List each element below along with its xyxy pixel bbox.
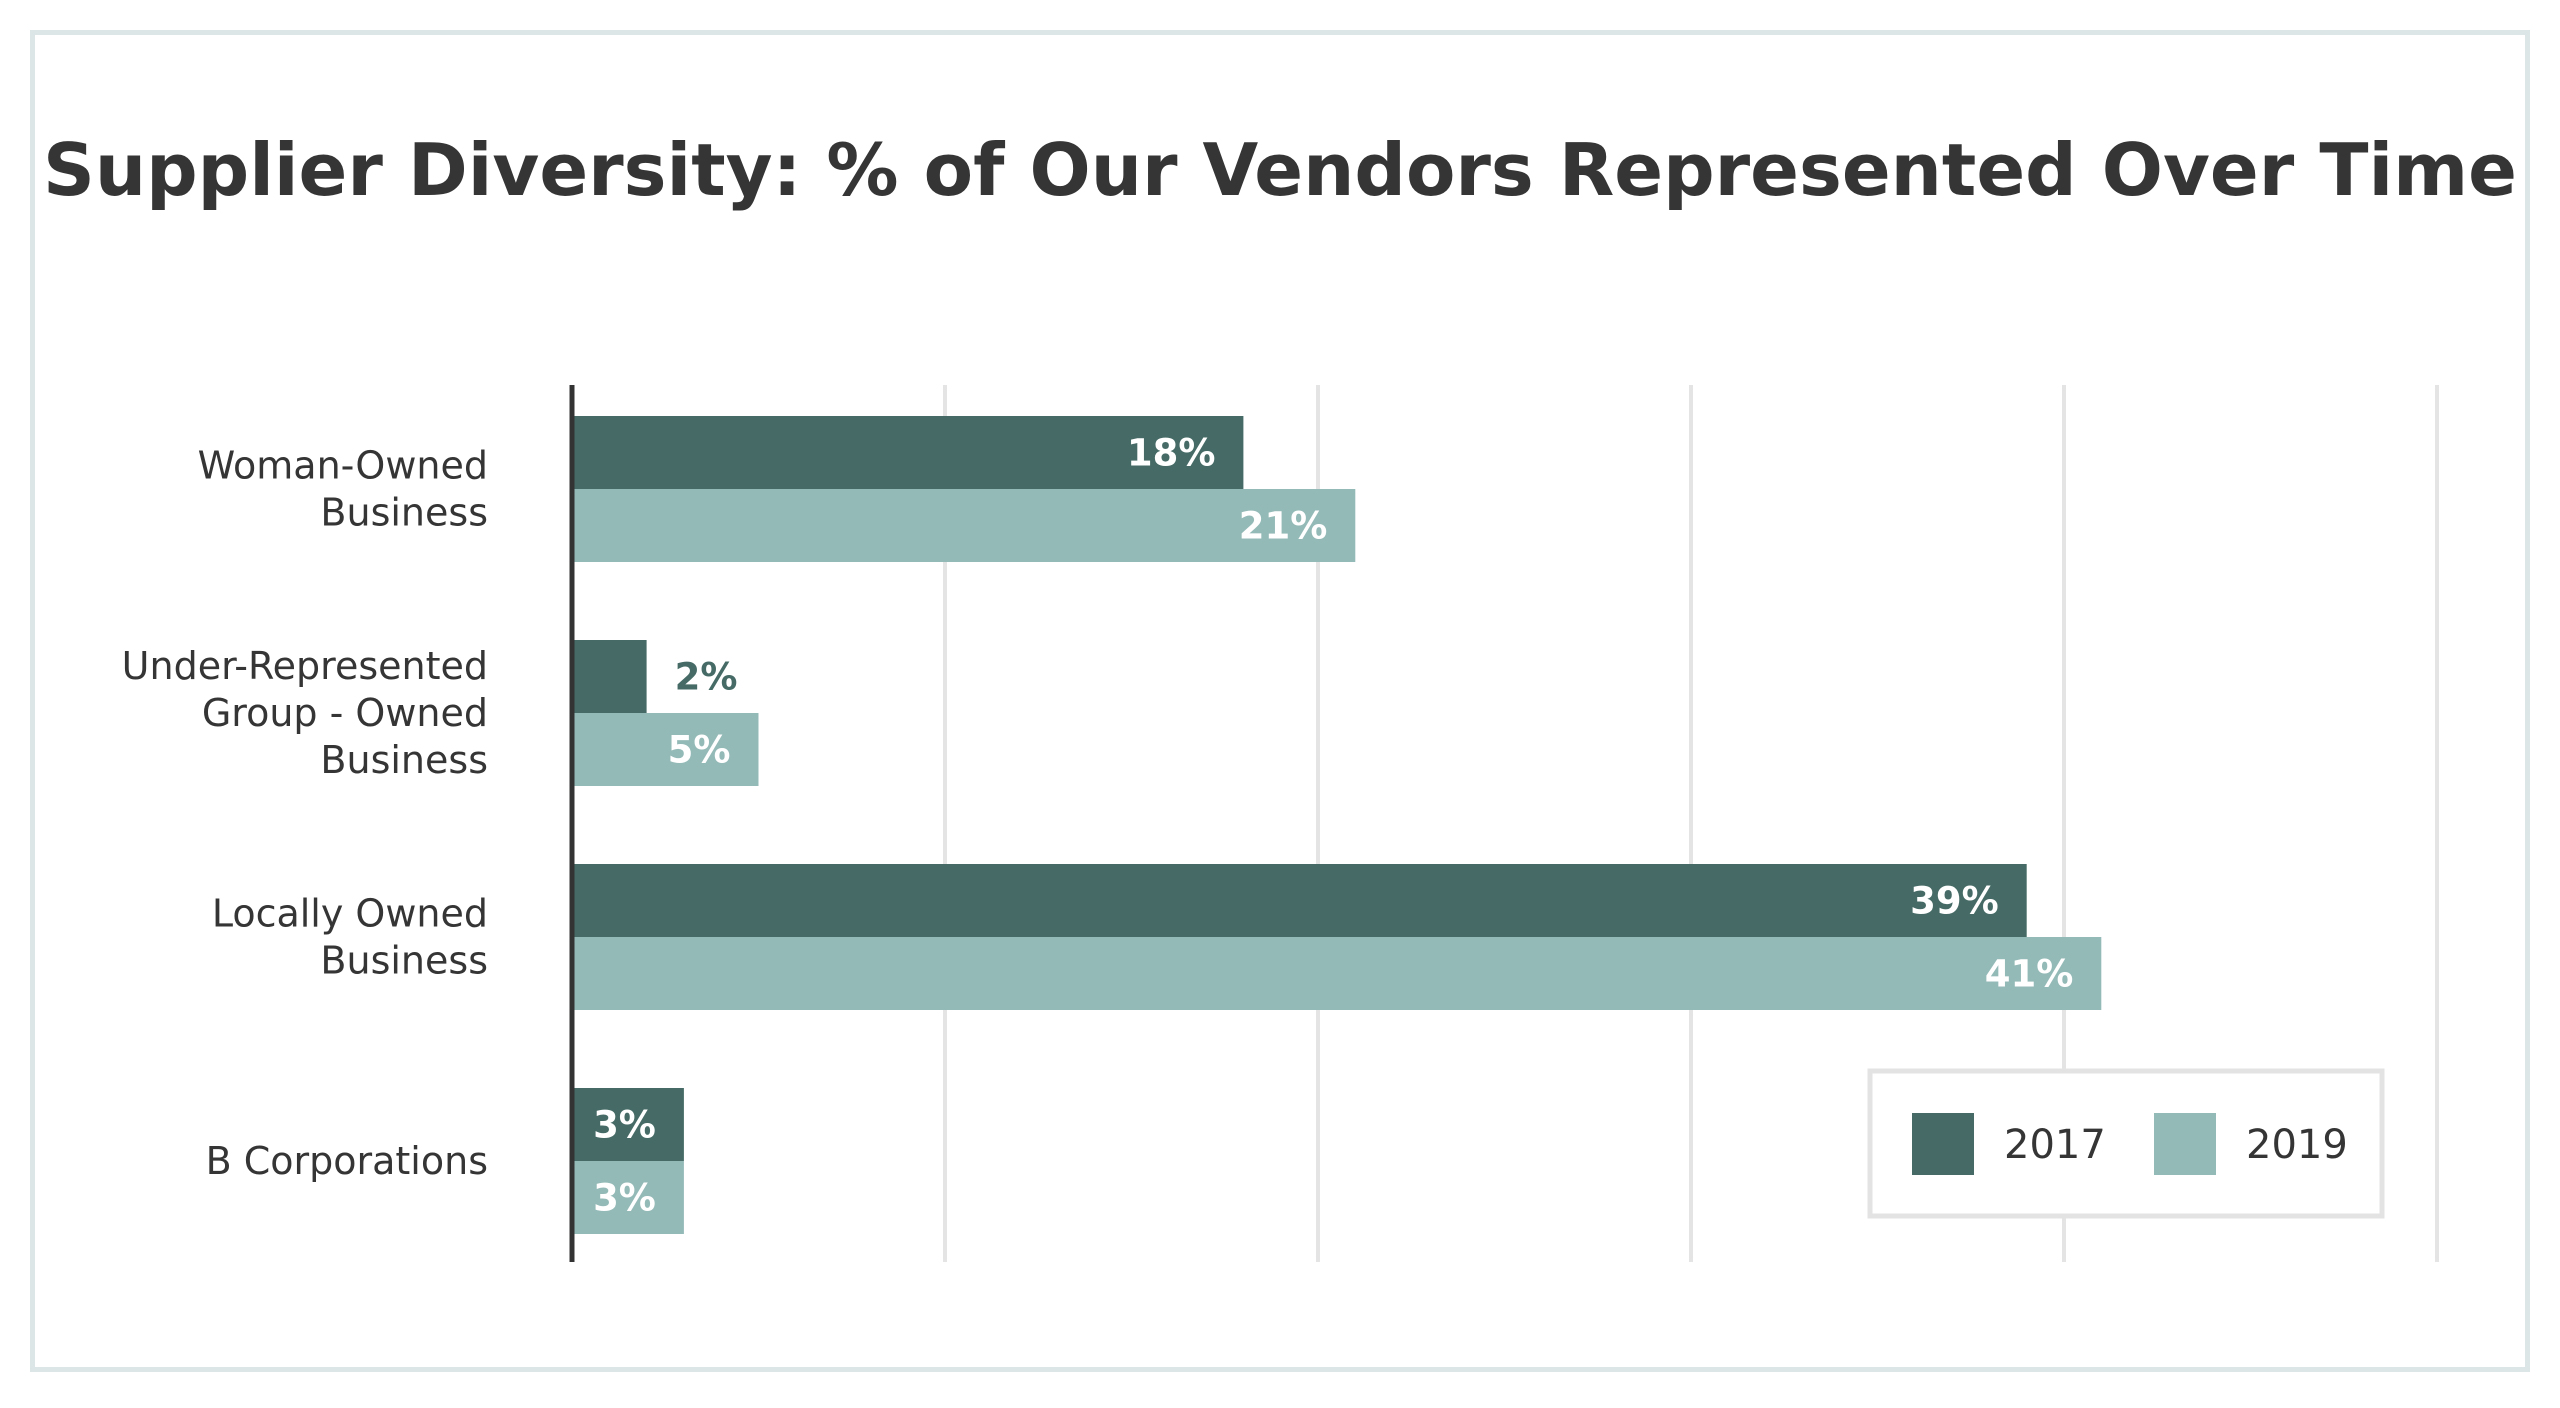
bar-value-label: 41% xyxy=(1985,953,2074,996)
bar-value-label: 3% xyxy=(593,1177,656,1220)
bar-value-label: 5% xyxy=(668,729,731,772)
bar-value-label: 39% xyxy=(1910,880,1999,923)
bar-2017-1 xyxy=(572,640,647,713)
bar-value-label: 18% xyxy=(1127,432,1216,475)
legend-label-2017: 2017 xyxy=(2004,1122,2106,1168)
bar-value-label: 3% xyxy=(593,1104,656,1147)
bar-2019-2 xyxy=(572,937,2102,1010)
bar-value-label: 2% xyxy=(675,656,738,699)
bar-2019-3 xyxy=(572,1161,684,1234)
legend: 2017 2019 xyxy=(1867,1068,2385,1219)
bar-value-label: 21% xyxy=(1239,505,1328,548)
category-label: Under-Represented Group - Owned Business xyxy=(122,644,488,782)
legend-label-2019: 2019 xyxy=(2246,1122,2348,1168)
legend-swatch-2019 xyxy=(2154,1113,2216,1175)
category-label: Locally Owned Business xyxy=(212,892,488,983)
bar-2019-1 xyxy=(572,713,759,786)
chart-title: Supplier Diversity: % of Our Vendors Rep… xyxy=(43,128,2517,212)
category-label: B Corporations xyxy=(206,1139,488,1183)
bar-2017-3 xyxy=(572,1088,684,1161)
category-label: Woman-Owned Business xyxy=(198,444,488,535)
bar-2019-0 xyxy=(572,489,1356,562)
legend-swatch-2017 xyxy=(1912,1113,1974,1175)
bar-2017-2 xyxy=(572,864,2027,937)
bar-2017-0 xyxy=(572,416,1244,489)
